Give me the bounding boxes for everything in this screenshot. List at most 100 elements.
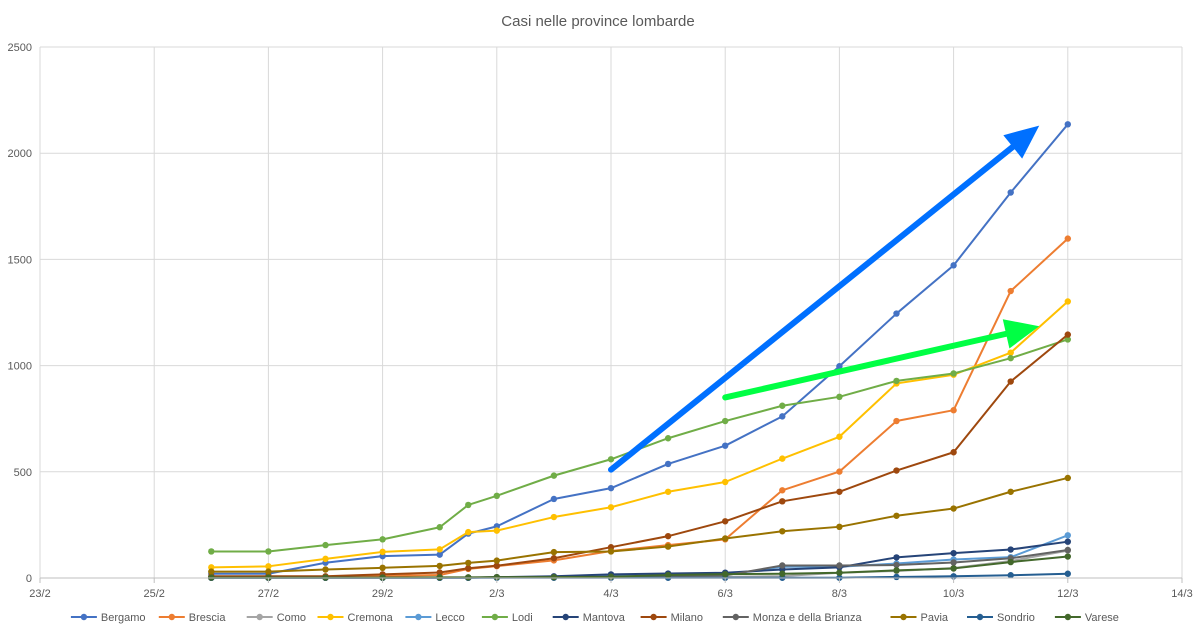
data-point <box>265 568 272 575</box>
y-tick-label: 1500 <box>8 254 32 266</box>
data-point <box>493 573 500 581</box>
legend-item: Monza e della Brianza <box>722 612 863 624</box>
legend-item: Bergamo <box>70 612 146 624</box>
data-point <box>664 460 672 468</box>
annotation-arrow <box>608 125 1040 473</box>
data-point <box>893 573 900 581</box>
data-point <box>550 555 558 562</box>
chart-title: Casi nelle province lombarde <box>501 13 694 30</box>
legend-marker <box>80 613 88 621</box>
x-tick-label: 4/3 <box>603 588 618 600</box>
legend-item: Pavia <box>890 612 949 624</box>
data-point <box>950 370 957 377</box>
data-point <box>379 564 386 572</box>
legend-label: Como <box>277 612 306 624</box>
data-point <box>722 518 729 525</box>
data-point <box>950 407 957 414</box>
data-point <box>664 435 672 442</box>
data-point <box>1007 349 1014 356</box>
data-point <box>836 468 843 475</box>
series-brescia <box>208 235 1072 581</box>
x-tick-label: 10/3 <box>943 588 964 600</box>
data-point <box>493 557 500 564</box>
legend-item: Sondrio <box>967 612 1035 624</box>
data-point <box>436 524 443 531</box>
x-tick-label: 23/2 <box>29 588 50 600</box>
legend-marker <box>327 613 334 621</box>
y-tick-label: 2500 <box>8 42 32 54</box>
data-point <box>1007 488 1014 495</box>
data-point <box>465 565 472 572</box>
data-point <box>950 505 957 512</box>
data-point <box>1064 474 1072 482</box>
data-point <box>550 548 558 556</box>
data-point <box>550 513 558 521</box>
legend-marker <box>168 613 175 621</box>
data-point <box>779 402 786 409</box>
series-cremona <box>208 298 1072 571</box>
data-point <box>893 377 900 385</box>
data-point <box>893 467 900 474</box>
data-point <box>779 562 786 569</box>
data-point <box>550 573 558 581</box>
data-point <box>1064 546 1072 554</box>
data-point <box>664 488 672 495</box>
legend-label: Milano <box>671 612 703 624</box>
data-point <box>465 559 472 567</box>
x-tick-label: 14/3 <box>1171 588 1192 600</box>
legend-item: Varese <box>1054 612 1119 624</box>
data-point <box>950 549 957 557</box>
data-point <box>493 562 500 569</box>
data-point <box>836 393 843 401</box>
data-point <box>322 555 329 563</box>
data-point <box>1007 189 1014 196</box>
arrow-shaft <box>608 140 1021 473</box>
data-point <box>722 417 729 425</box>
legend-marker <box>1064 613 1072 621</box>
data-point <box>1064 538 1072 545</box>
data-point <box>436 551 443 558</box>
data-point <box>779 498 786 505</box>
legend-label: Bergamo <box>101 612 146 624</box>
y-tick-label: 0 <box>26 573 32 585</box>
data-point <box>836 562 843 569</box>
data-point <box>836 523 843 531</box>
legend-marker <box>256 613 263 621</box>
x-tick-label: 2/3 <box>489 588 504 600</box>
legend-item: Lecco <box>405 612 465 624</box>
data-point <box>722 478 729 486</box>
legend-label: Pavia <box>921 612 949 624</box>
data-point <box>950 262 957 269</box>
data-point <box>779 528 786 535</box>
data-point <box>893 417 900 425</box>
data-point <box>1007 287 1014 295</box>
arrow-head <box>1003 125 1040 159</box>
data-point <box>436 569 443 576</box>
data-point <box>1007 546 1014 553</box>
data-point <box>836 569 843 576</box>
x-tick-label: 29/2 <box>372 588 393 600</box>
legend-label: Varese <box>1085 612 1119 624</box>
x-tick-label: 6/3 <box>718 588 733 600</box>
annotation-arrow <box>722 319 1040 401</box>
arrow-shaft <box>722 329 1015 401</box>
data-point <box>607 548 615 555</box>
series-milano <box>208 331 1072 580</box>
data-point <box>550 472 558 479</box>
legend-label: Lodi <box>512 612 533 624</box>
legend-marker <box>650 613 657 621</box>
data-point <box>436 562 443 570</box>
data-point <box>607 484 615 492</box>
data-point <box>893 567 900 574</box>
legend-marker <box>900 613 907 621</box>
data-point <box>836 363 843 370</box>
legend-item: Lodi <box>481 612 533 624</box>
data-point <box>550 495 558 503</box>
legend-item: Milano <box>640 612 703 624</box>
data-point <box>722 442 729 449</box>
data-point <box>265 548 272 555</box>
data-point <box>836 488 843 495</box>
data-point <box>379 536 386 543</box>
